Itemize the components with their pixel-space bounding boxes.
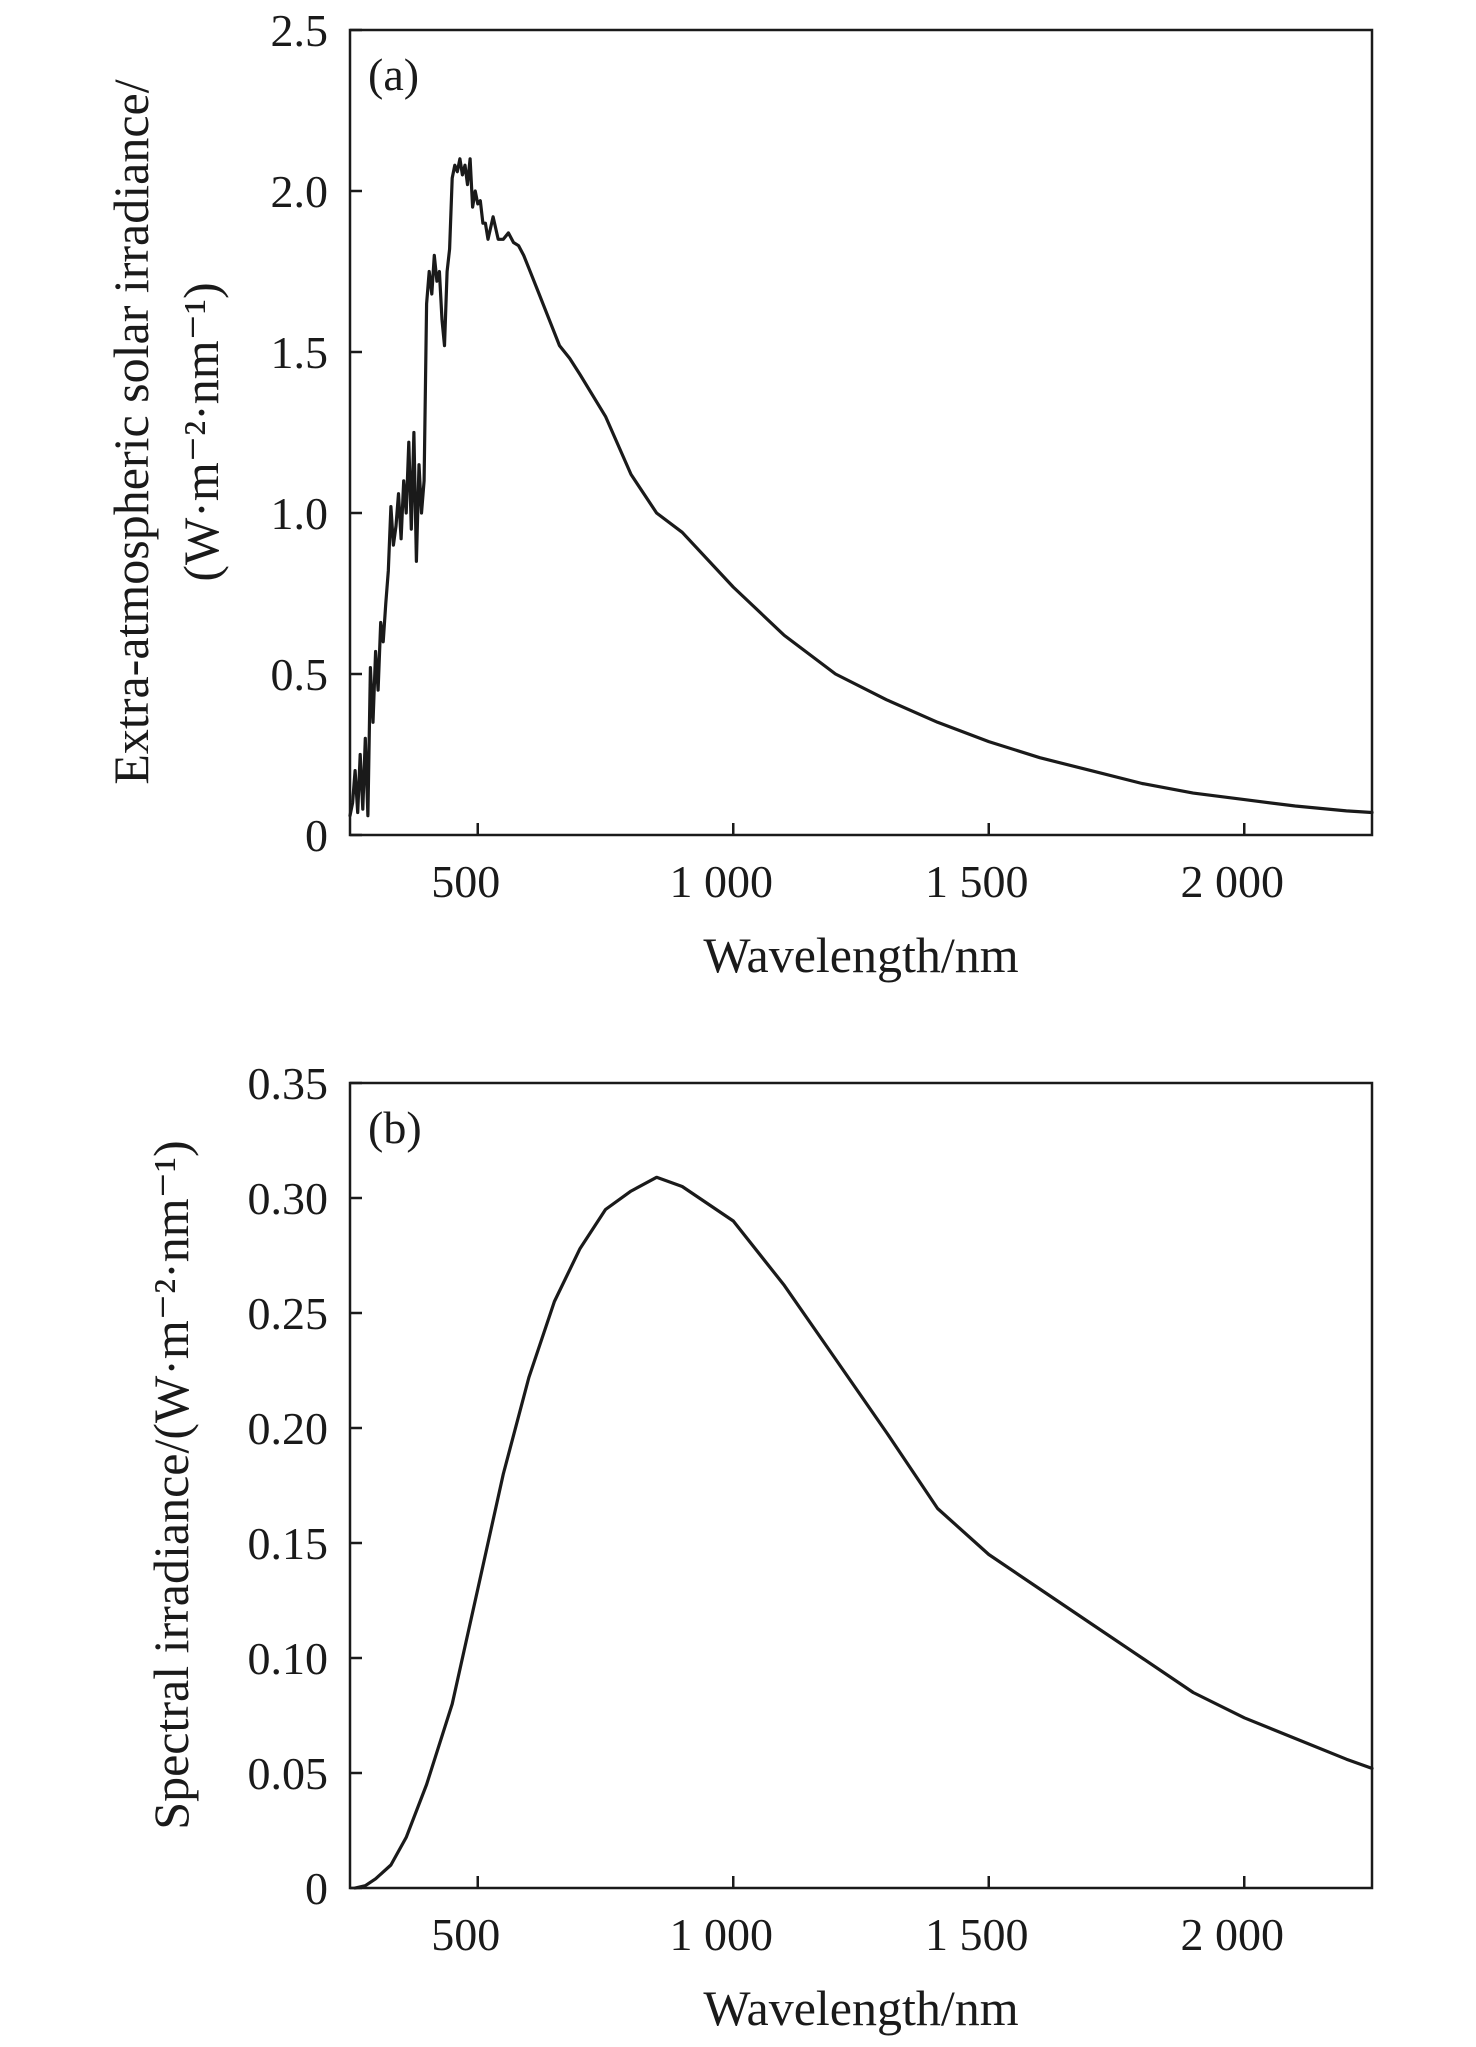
y-tick-label: 0.10 [248,1633,329,1684]
x-tick-label: 1 500 [925,856,1029,907]
y-axis: 0 0.5 1.0 1.5 2.0 2.5 [271,5,362,861]
plot-area [348,157,1374,818]
x-tick-label: 2 000 [1181,1909,1285,1960]
y-axis: 0 0.05 0.10 0.15 0.20 0.25 0.30 0.35 [248,1058,362,1914]
plot-frame [348,28,1374,837]
y-tick-label: 0.35 [248,1058,329,1109]
y-tick-label: 0 [305,810,328,861]
y-tick-label: 0.5 [271,649,329,700]
x-axis: 500 1 000 1 500 2 000 [431,1876,1284,1960]
y-tick-label: 1.5 [271,327,329,378]
panel-label: (b) [368,1102,422,1153]
y-tick-label: 0.05 [248,1748,329,1799]
y-tick-label: 0 [305,1863,328,1914]
y-tick-label: 2.0 [271,166,329,217]
x-tick-label: 1 500 [925,1909,1029,1960]
x-tick-label: 500 [431,1909,500,1960]
chart-panel-a: 00.51.01.52.02.5 500 1 000 1 500 2 000 (a) … [103,5,1374,983]
y-axis-title: Spectral irradiance/(W·m⁻²·nm⁻¹) [143,1140,199,1829]
y-tick-label: 0.20 [248,1403,329,1454]
chart-panel-b: 0 0.05 0.10 0.15 0.20 0.25 0.30 0.35 500 1 000 1 … [143,1058,1374,2036]
panel-label: (a) [368,49,419,100]
x-axis: 500 1 000 1 500 2 000 [431,823,1284,907]
y-tick-label: 2.5 [271,5,329,56]
plot-frame [348,1081,1374,1890]
series-line [348,157,1374,818]
y-tick-label: 1.0 [271,488,329,539]
y-tick-label: 0.15 [248,1518,329,1569]
x-tick-label: 1 000 [670,1909,774,1960]
x-tick-label: 500 [431,856,500,907]
y-axis-title: Extra-atmospheric solar irradiance/ [103,79,159,784]
plot-area [353,1175,1374,1890]
x-tick-label: 2 000 [1181,856,1285,907]
series-line [353,1175,1374,1890]
x-axis-title: Wavelength/nm [703,927,1018,983]
y-tick-label: 0.25 [248,1288,329,1339]
y-axis-title-units: (W·m⁻²·nm⁻¹) [173,282,229,581]
x-tick-label: 1 000 [670,856,774,907]
x-axis-title: Wavelength/nm [703,1980,1018,2036]
y-tick-label: 0.30 [248,1173,329,1224]
